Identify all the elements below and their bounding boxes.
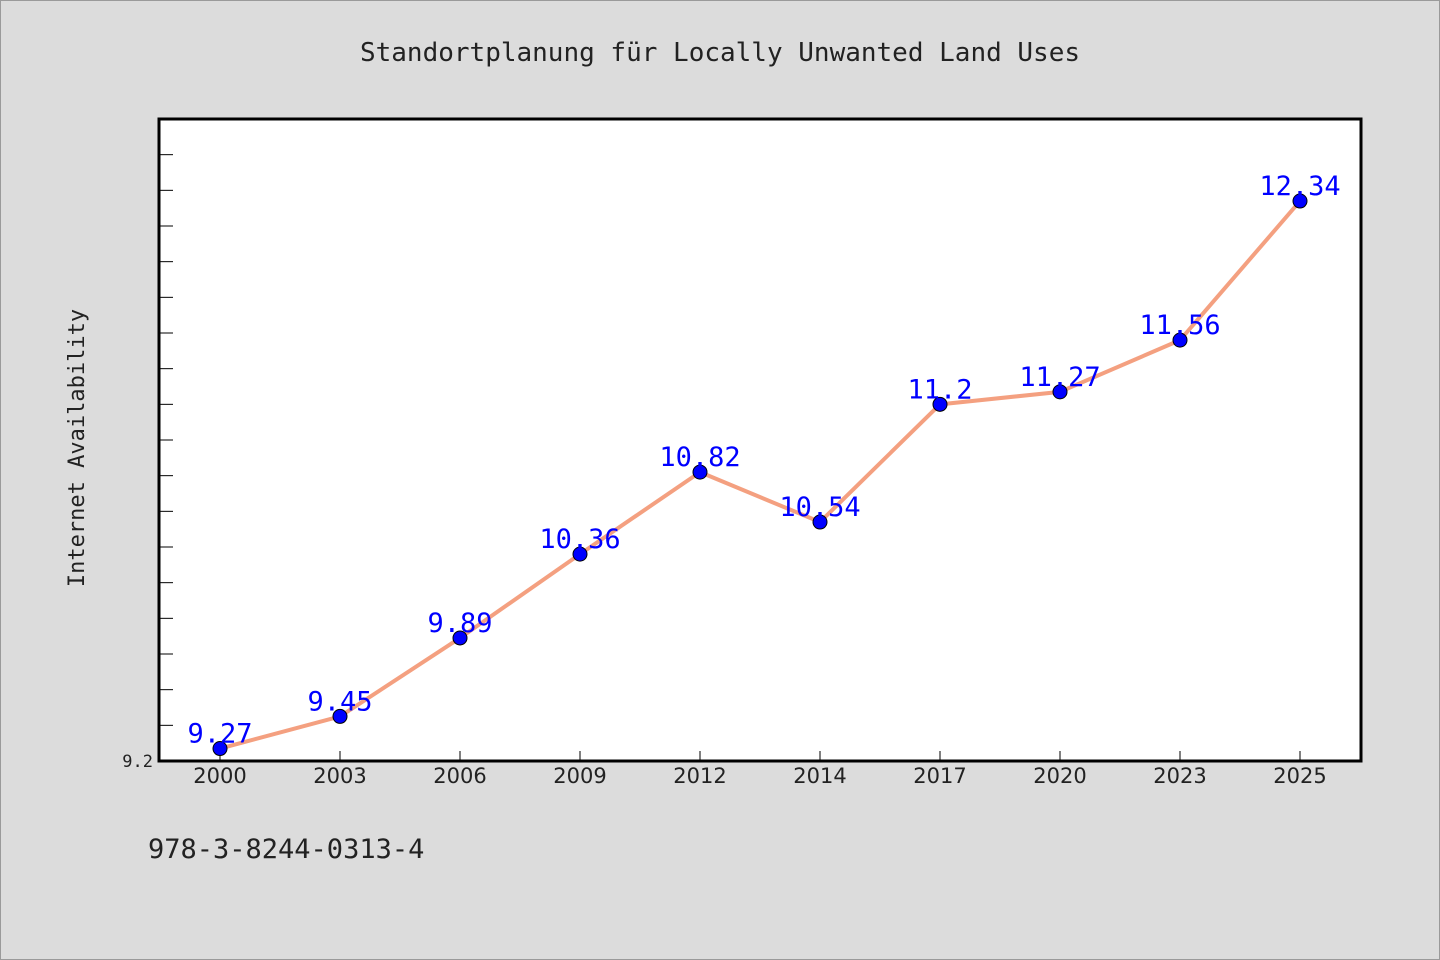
data-point: [812, 514, 828, 530]
data-point: [1292, 193, 1308, 209]
x-axis-ticks: [219, 751, 1301, 761]
data-point: [452, 630, 468, 646]
x-tick-labels-group: 2000 2003 2006 2009 2012 2014 2017 2020 2023 2025: [193, 764, 1326, 788]
series-line-group: [219, 199, 1302, 751]
x-tick-label: 2014: [793, 764, 846, 788]
data-label: 11.56: [1139, 310, 1220, 341]
x-tick-label: 2006: [433, 764, 486, 788]
data-point: [212, 741, 228, 757]
isbn-label: 978-3-8244-0313-4: [148, 834, 425, 865]
series-line: [219, 199, 1302, 751]
y-tick-label: 9.2: [122, 752, 153, 772]
data-label: 10.54: [779, 492, 860, 523]
x-tick-label: 2025: [1273, 764, 1326, 788]
data-label: 12.34: [1259, 171, 1340, 202]
data-point: [692, 464, 708, 480]
plot-area: [157, 117, 1363, 763]
y-axis-label: Internet Availability: [65, 309, 90, 587]
data-labels-group: 9.27 9.45 9.89 10.36 10.82 10.54 11.2 11.27 11.5…: [187, 171, 1340, 749]
x-tick-label: 2020: [1033, 764, 1086, 788]
data-point: [1052, 384, 1068, 400]
x-tick-label: 2009: [553, 764, 606, 788]
data-label: 11.27: [1019, 362, 1100, 393]
chart-title: Standortplanung für Locally Unwanted Lan…: [360, 38, 1080, 68]
y-axis-ticks: [159, 118, 173, 762]
data-point: [932, 396, 948, 412]
x-tick-label: 2023: [1153, 764, 1206, 788]
x-tick-label: 2003: [313, 764, 366, 788]
data-label: 9.89: [427, 608, 492, 639]
data-label: 11.2: [907, 374, 972, 405]
markers-group: [212, 193, 1308, 757]
x-tick-label: 2000: [193, 764, 246, 788]
data-label: 10.36: [539, 524, 620, 555]
data-label: 9.27: [187, 719, 252, 750]
x-tick-label: 2017: [913, 764, 966, 788]
data-label: 10.82: [659, 442, 740, 473]
data-point: [572, 546, 588, 562]
data-point: [1172, 332, 1188, 348]
data-point: [332, 708, 348, 724]
x-tick-label: 2012: [673, 764, 726, 788]
data-label: 9.45: [307, 686, 372, 717]
